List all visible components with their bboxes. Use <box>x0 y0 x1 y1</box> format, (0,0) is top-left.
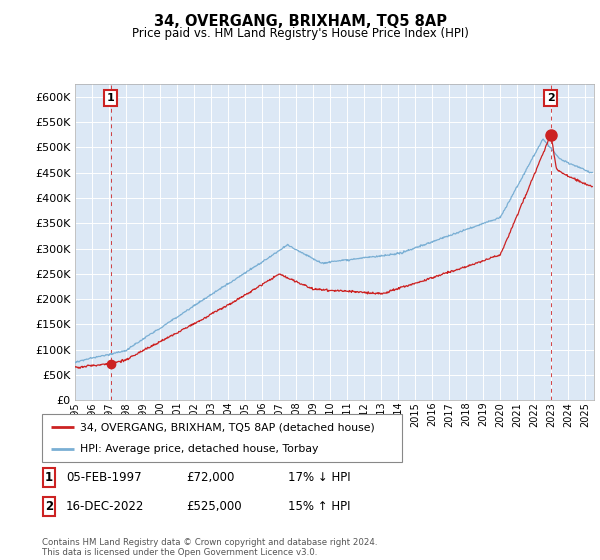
Text: £525,000: £525,000 <box>186 500 242 514</box>
Text: 2: 2 <box>547 93 554 103</box>
Text: 17% ↓ HPI: 17% ↓ HPI <box>288 470 350 484</box>
Text: HPI: Average price, detached house, Torbay: HPI: Average price, detached house, Torb… <box>80 444 318 454</box>
Bar <box>43 497 55 516</box>
Text: 05-FEB-1997: 05-FEB-1997 <box>66 470 142 484</box>
Text: Price paid vs. HM Land Registry's House Price Index (HPI): Price paid vs. HM Land Registry's House … <box>131 27 469 40</box>
Text: 1: 1 <box>107 93 115 103</box>
Text: 15% ↑ HPI: 15% ↑ HPI <box>288 500 350 514</box>
Text: 2: 2 <box>45 500 53 514</box>
Text: 34, OVERGANG, BRIXHAM, TQ5 8AP (detached house): 34, OVERGANG, BRIXHAM, TQ5 8AP (detached… <box>80 422 374 432</box>
Text: £72,000: £72,000 <box>186 470 235 484</box>
Bar <box>43 468 55 487</box>
Text: Contains HM Land Registry data © Crown copyright and database right 2024.
This d: Contains HM Land Registry data © Crown c… <box>42 538 377 557</box>
Text: 16-DEC-2022: 16-DEC-2022 <box>66 500 145 514</box>
Text: 34, OVERGANG, BRIXHAM, TQ5 8AP: 34, OVERGANG, BRIXHAM, TQ5 8AP <box>154 14 446 29</box>
Text: 1: 1 <box>45 470 53 484</box>
